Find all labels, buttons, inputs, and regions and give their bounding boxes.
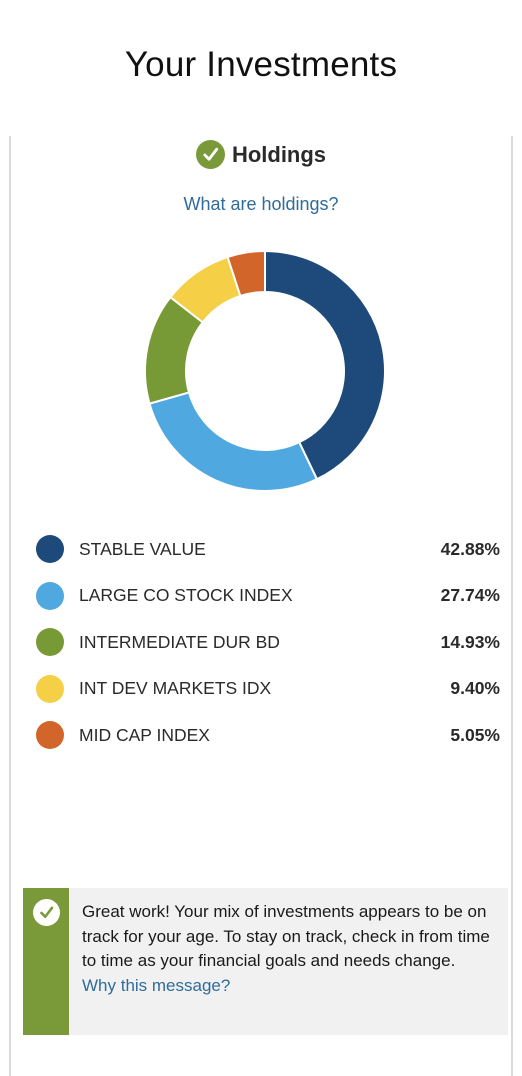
legend-fund-percent: 42.88% [440, 538, 500, 559]
legend-fund-percent: 9.40% [450, 678, 500, 699]
donut-slice-5 [226, 250, 266, 298]
legend-swatch [36, 581, 64, 610]
status-message: Great work! Your mix of investments appe… [23, 888, 508, 1035]
check-icon [32, 899, 60, 926]
message-body: Great work! Your mix of investments appe… [69, 888, 508, 1035]
legend-item: MID CAP INDEX 5.05% [36, 712, 500, 759]
legend-fund-name: INTERMEDIATE DUR BD [79, 631, 280, 652]
message-text: Great work! Your mix of investments appe… [82, 902, 490, 970]
legend-swatch [36, 628, 64, 657]
donut-slice-2 [148, 391, 319, 492]
legend-fund-name: STABLE VALUE [79, 538, 206, 559]
legend-swatch [36, 674, 64, 703]
legend-swatch [36, 721, 64, 750]
legend-fund-percent: 14.93% [440, 631, 500, 652]
legend-item: INTERMEDIATE DUR BD 14.93% [36, 619, 500, 666]
why-this-message-link[interactable]: Why this message? [82, 975, 231, 995]
legend-fund-percent: 5.05% [450, 724, 500, 745]
legend-item: LARGE CO STOCK INDEX 27.74% [36, 573, 500, 620]
page-title: Your Investments [124, 45, 398, 85]
holdings-donut-chart [144, 250, 386, 492]
what-are-holdings-link[interactable]: What are holdings? [183, 194, 339, 214]
donut-slice-1 [264, 250, 386, 481]
legend-fund-name: LARGE CO STOCK INDEX [79, 585, 293, 606]
holdings-legend: STABLE VALUE 42.88% LARGE CO STOCK INDEX… [36, 526, 500, 759]
legend-item: INT DEV MARKETS IDX 9.40% [36, 666, 500, 713]
message-accent-bar [23, 888, 69, 1035]
holdings-title: Holdings [231, 141, 327, 167]
holdings-heading: Holdings [0, 140, 522, 169]
legend-fund-percent: 27.74% [440, 585, 500, 606]
legend-item: STABLE VALUE 42.88% [36, 526, 500, 573]
holdings-card [9, 136, 513, 1076]
check-icon [195, 140, 225, 169]
legend-fund-name: INT DEV MARKETS IDX [79, 678, 272, 699]
legend-swatch [36, 535, 64, 564]
legend-fund-name: MID CAP INDEX [79, 724, 210, 745]
